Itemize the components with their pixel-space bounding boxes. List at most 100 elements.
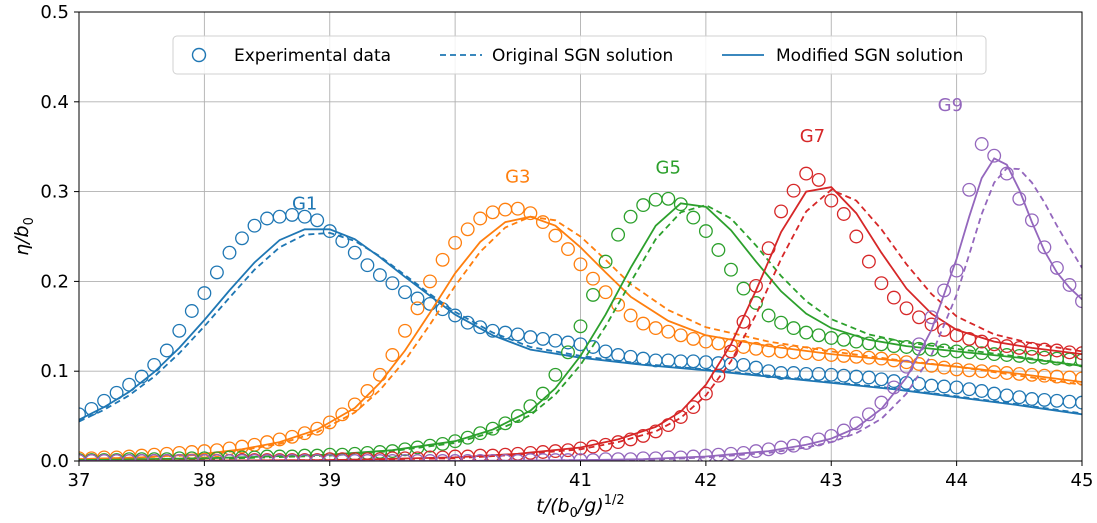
axis-ticks: 37 38 39 40 41 42 43 44 45 0.0 0.1 0.2 0.3 0.4 0.5 (40, 2, 1093, 491)
series-g9-data-point (109, 454, 124, 461)
series-g9-data-point (974, 137, 989, 151)
series-g3-data-point (962, 363, 977, 378)
y-tick-label: 0.4 (40, 92, 69, 113)
series-g1-data-point (147, 357, 162, 372)
series-g5-data-point (611, 227, 626, 242)
series-g7-data-point (673, 410, 688, 424)
series-g3-data-point (648, 321, 663, 336)
series-g7-data-point (987, 337, 1002, 352)
legend: Experimental data Original SGN solution … (172, 35, 987, 75)
series-g3-data-point (360, 384, 375, 398)
series-g1-data-point (260, 211, 275, 226)
series-g1-data-point (473, 320, 488, 335)
series-g1-data-point (874, 372, 889, 387)
series-g7-data-point (724, 344, 738, 359)
series-g5-data-point (661, 191, 676, 206)
legend-item-experimental: Experimental data (191, 46, 391, 66)
series-g5-data-point (811, 328, 826, 343)
series-g9-data-point (222, 454, 237, 461)
series-g1-data-point (937, 379, 952, 394)
series-g9-data-point (97, 454, 112, 461)
series-g1-data-point (736, 357, 751, 372)
y-tick-label: 0.2 (40, 271, 69, 292)
series-g5-data-point (523, 399, 538, 414)
x-tick-label: 39 (318, 470, 341, 491)
series-g9-data-point (347, 454, 362, 461)
series-g1-data-point (1037, 392, 1052, 407)
series-g1-original-line (79, 231, 1082, 423)
series-g9-data-point (297, 454, 312, 461)
series-g9-data-point (811, 432, 826, 447)
series-g9-data-point (937, 283, 952, 298)
series-g1-data-point (912, 376, 926, 391)
series-g5-data-point (573, 319, 588, 334)
series-g1-data-point (423, 296, 437, 311)
series-g1-data-point (1024, 392, 1039, 406)
series-g9-data-point (360, 454, 375, 461)
series-g5-data-point (886, 339, 901, 354)
series-g9-data-point (1024, 213, 1039, 228)
series-g1-data-point (1049, 393, 1064, 408)
legend-label-original: Original SGN solution (492, 46, 673, 66)
series-g7-data-point (886, 290, 901, 305)
series-g3-data-point (322, 415, 337, 430)
series-g9-data-point (962, 182, 977, 197)
series-g5-data-point (849, 334, 864, 349)
series-g5-data-point (686, 210, 701, 225)
series-g5-data-point (485, 421, 500, 436)
x-tick-label: 43 (820, 470, 843, 491)
series-g9-data-point (836, 423, 851, 438)
series-g9-data-point (1049, 260, 1064, 275)
series-label-g5: G5 (656, 158, 681, 179)
series-g9-data-point (184, 454, 199, 461)
series-g9-data-point (147, 454, 162, 461)
series-g1-data-point (84, 401, 99, 416)
x-axis-label: t/(b0/g)1/2 (536, 493, 624, 521)
x-tick-label: 37 (68, 470, 91, 491)
series-g5-data-point (548, 367, 563, 382)
series-g1-data-point (999, 388, 1014, 403)
series-g9-data-point (510, 454, 525, 461)
series-g9-data-point (410, 454, 425, 461)
series-g5-data-point (586, 287, 600, 302)
series-g3-data-point (686, 331, 701, 346)
series-g3-data-point (372, 367, 387, 382)
series-g1-data-point (222, 245, 237, 260)
series-g7-data-point (661, 418, 676, 433)
series-g5-data-point (761, 308, 776, 323)
series-g1-data-point (749, 360, 763, 375)
series-g1-data-point (535, 331, 550, 346)
series-g5-data-point (874, 337, 889, 352)
series-g5-data-point (736, 281, 751, 296)
series-g3-data-point (561, 242, 575, 257)
series-g1-data-point (209, 265, 224, 280)
series-g1-data-point (109, 385, 124, 400)
series-g1-data-point (987, 386, 1002, 401)
series-g3-data-point (335, 407, 350, 422)
series-g7-data-point (949, 328, 964, 343)
series-g1-data-point (561, 335, 575, 350)
series-g5-data-point (498, 416, 513, 431)
series-g1-modified-line (79, 228, 1082, 421)
series-g7-data-point (786, 183, 801, 198)
series-g9-data-point (423, 454, 437, 461)
series-annotations: G1 G3 G5 G7 G9 (292, 95, 963, 215)
series-g5-data-point (698, 224, 713, 239)
series-g1-data-point (686, 354, 701, 369)
series-g9-data-point (485, 454, 500, 461)
series-g7-data-point (761, 241, 776, 256)
series-g9-data-point (874, 395, 889, 410)
y-tick-label: 0.5 (40, 2, 69, 23)
series-g3-data-point (636, 316, 651, 331)
series-g7-data-point (698, 386, 713, 401)
series-g1-data-point (548, 333, 563, 348)
series-g3-data-point (586, 271, 600, 286)
series-g9-data-point (861, 407, 876, 422)
series-g1-data-point (247, 218, 262, 233)
series-g1-data-point (448, 308, 463, 323)
series-g9-original-line (79, 167, 1082, 461)
series-g5-data-point (460, 430, 475, 445)
series-g9-data-point (209, 454, 224, 461)
series-g3-data-point (1062, 370, 1077, 385)
series-g3-data-point (410, 301, 425, 316)
